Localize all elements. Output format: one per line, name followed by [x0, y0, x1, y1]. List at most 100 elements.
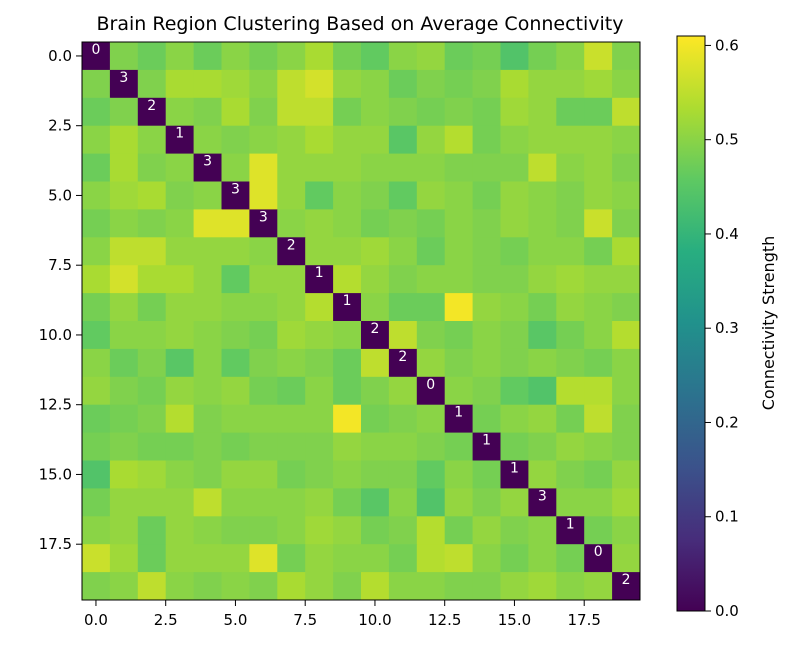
heatmap-cell [165, 42, 194, 71]
heatmap-cell [82, 404, 111, 433]
cluster-label: 3 [538, 488, 547, 504]
cluster-label: 2 [622, 572, 631, 588]
y-axis: 0.0 2.5 5.0 7.5 10.0 12.5 15.0 17.5 [39, 47, 82, 553]
heatmap-cell [556, 404, 585, 433]
heatmap-cell [82, 460, 111, 489]
heatmap-cell [249, 265, 278, 294]
heatmap-cell [165, 516, 194, 545]
heatmap-cell [249, 488, 278, 517]
heatmap-cell [109, 69, 139, 99]
heatmap-cell [528, 181, 557, 210]
heatmap-cell [305, 432, 334, 461]
heatmap-cell [388, 488, 418, 517]
heatmap-cell [305, 516, 334, 545]
heatmap-cell [333, 516, 362, 545]
heatmap-cell [305, 293, 334, 322]
heatmap-cell [361, 209, 390, 238]
heatmap-cell [249, 293, 278, 322]
heatmap-cell [109, 237, 139, 266]
heatmap-cell [528, 544, 557, 573]
heatmap-cell [472, 348, 501, 378]
heatmap-cell [361, 321, 390, 350]
heatmap-cell [388, 69, 418, 99]
heatmap-cell [221, 488, 250, 517]
heatmap-cell [249, 516, 278, 545]
heatmap-cell [500, 69, 529, 99]
heatmap-cell [416, 125, 446, 154]
heatmap-cell [361, 572, 390, 601]
cluster-label: 1 [566, 516, 575, 532]
colorbar-tick-label: 0.4 [715, 225, 739, 243]
heatmap-cell [500, 376, 529, 406]
heatmap-cell [333, 293, 362, 322]
heatmap-cell [361, 293, 390, 322]
y-tick-label: 15.0 [39, 465, 72, 483]
heatmap-cell [109, 432, 139, 461]
heatmap-cell [277, 293, 306, 322]
cluster-label: 3 [259, 209, 268, 225]
heatmap-cell [472, 321, 501, 350]
cluster-label: 0 [594, 544, 603, 560]
heatmap-cell [612, 237, 641, 266]
heatmap-cell [165, 432, 194, 461]
heatmap-cell [333, 237, 362, 266]
heatmap-cell [528, 125, 557, 154]
heatmap-cell [528, 460, 557, 489]
colorbar: 0.0 0.1 0.2 0.3 0.4 0.5 0.6 Connectivity Stren… [676, 35, 778, 620]
heatmap-cell [472, 544, 501, 573]
cluster-label: 1 [315, 265, 324, 281]
heatmap-cell [556, 516, 585, 545]
heatmap-cell [472, 293, 501, 322]
heatmap-cell [333, 125, 362, 154]
heatmap-cell [584, 572, 613, 601]
x-tick-label: 17.5 [567, 611, 600, 629]
heatmap-cell [333, 209, 362, 238]
heatmap-cell [165, 181, 194, 210]
heatmap-cell [137, 404, 167, 433]
heatmap-cell [249, 42, 278, 71]
heatmap-cell [584, 293, 613, 322]
heatmap-cell [277, 321, 306, 350]
heatmap-cell [528, 321, 557, 350]
heatmap-cell [444, 97, 473, 127]
heatmap-cells [82, 42, 641, 601]
colorbar-tick-label: 0.2 [715, 413, 739, 431]
heatmap-cell [249, 125, 278, 154]
heatmap-cell [444, 544, 473, 573]
heatmap-cell [556, 42, 585, 71]
colorbar-tick-label: 0.3 [715, 319, 739, 337]
cluster-label: 0 [426, 377, 435, 393]
heatmap-cell [109, 516, 139, 545]
heatmap-cell [500, 572, 529, 601]
plot-frame [81, 41, 641, 601]
heatmap-cell [193, 404, 222, 433]
heatmap-cell [333, 544, 362, 573]
heatmap-cell [361, 97, 390, 127]
heatmap-cell [137, 265, 167, 294]
heatmap-cell [444, 293, 473, 322]
heatmap-cell [556, 376, 585, 406]
cluster-label: 1 [454, 405, 463, 421]
heatmap-cell [109, 125, 139, 154]
heatmap-cell [305, 237, 334, 266]
heatmap-cell [584, 209, 613, 238]
heatmap-cell [500, 237, 529, 266]
heatmap-cell [82, 376, 111, 406]
heatmap-cell [221, 125, 250, 154]
heatmap-cell [472, 181, 501, 210]
heatmap-cell [137, 42, 167, 71]
heatmap-cell [528, 265, 557, 294]
heatmap-cell [82, 125, 111, 154]
heatmap-cell [388, 181, 418, 210]
heatmap-cell [277, 516, 306, 545]
heatmap-cell [500, 432, 529, 461]
heatmap-cell [333, 376, 362, 406]
heatmap-cell [109, 293, 139, 322]
heatmap-cell [361, 488, 390, 517]
heatmap-cell [82, 97, 111, 127]
heatmap-cell [82, 209, 111, 238]
heatmap-cell [193, 181, 222, 210]
heatmap-cell [556, 293, 585, 322]
heatmap-cell [612, 42, 641, 71]
heatmap-cell [416, 181, 446, 210]
